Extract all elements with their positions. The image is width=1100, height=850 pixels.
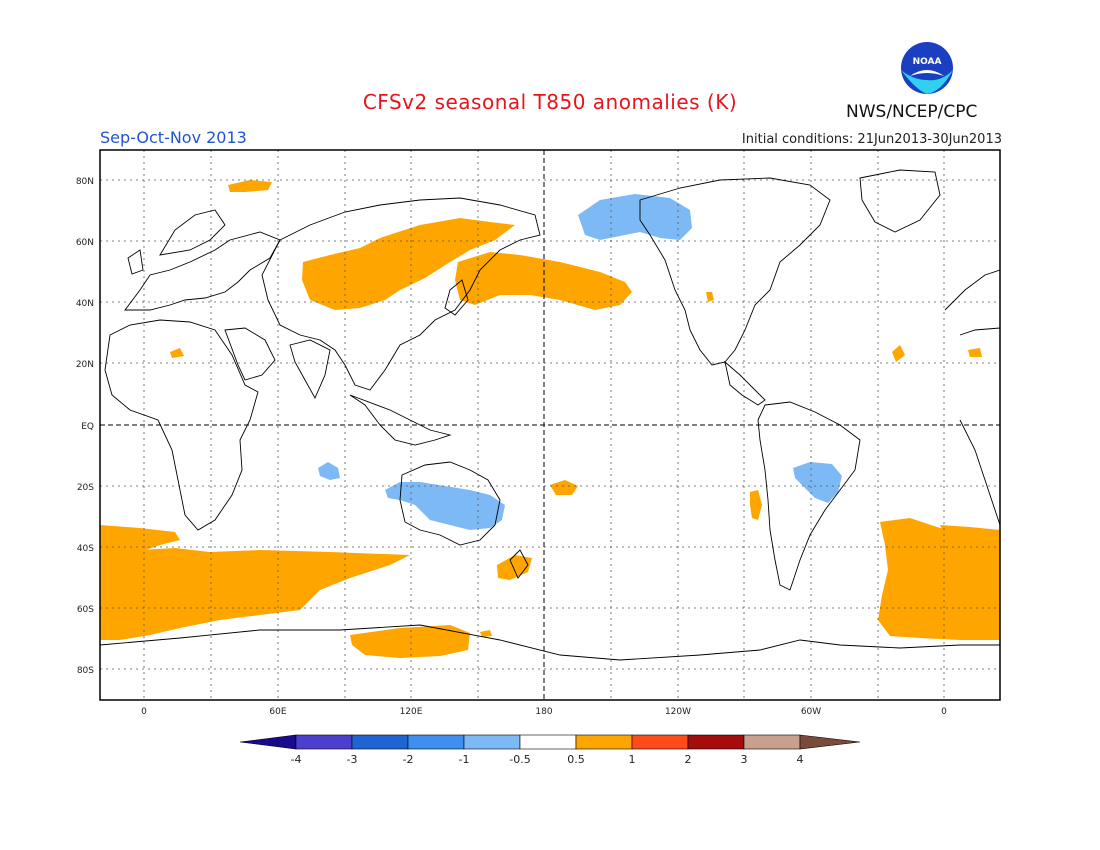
- positive-anomaly-patch-b: [892, 345, 905, 362]
- lon-label: 60W: [801, 707, 821, 717]
- map-frame: [99, 149, 1001, 701]
- negative-anomaly-indian-ocean: [318, 462, 340, 480]
- coast-africa-right: [959, 327, 1000, 336]
- coast-india: [289, 339, 331, 400]
- coast-antarctica: [100, 624, 1000, 661]
- coast-se-asia: [349, 394, 452, 446]
- coast-new-zealand: [509, 549, 529, 579]
- positive-anomaly-southern-ocean-west: [100, 548, 410, 640]
- agency-label: NWS/NCEP/CPC: [846, 102, 978, 122]
- gridlines: [100, 150, 1000, 700]
- lat-label: 80N: [76, 177, 94, 187]
- lat-label: 80S: [77, 666, 94, 676]
- positive-anomaly-tasman: [497, 555, 532, 580]
- reference-lines: [100, 150, 1000, 700]
- coast-scandinavia: [159, 209, 226, 256]
- colorbar-swatch: [687, 734, 745, 750]
- coast-europe-right: [944, 269, 1000, 311]
- colorbar-swatch: [631, 734, 689, 750]
- lat-label: 40S: [77, 544, 94, 554]
- season-label: Sep-Oct-Nov 2013: [100, 128, 247, 147]
- coast-africa-right-south: [959, 419, 1000, 526]
- colorbar-arrow-low: [239, 734, 297, 750]
- colorbar-label: -4: [291, 753, 302, 766]
- lon-label: 120W: [665, 707, 691, 717]
- colorbar-label: 2: [685, 753, 692, 766]
- coast-greenland: [859, 169, 941, 233]
- coast-australia: [399, 461, 501, 546]
- lat-label: 20N: [76, 360, 94, 370]
- negative-anomaly-australia: [385, 482, 505, 530]
- negative-anomaly-bering: [578, 194, 692, 240]
- positive-anomaly-patch-d: [750, 490, 762, 520]
- coast-south-america: [757, 401, 861, 591]
- colorbar-label: 4: [797, 753, 804, 766]
- initial-conditions: Initial conditions: 21Jun2013-30Jun2013: [741, 132, 1002, 147]
- colorbar-label: 1: [629, 753, 636, 766]
- colorbar-swatch: [463, 734, 521, 750]
- lat-label: 40N: [76, 299, 94, 309]
- lon-label: 120E: [400, 707, 423, 717]
- positive-anomaly-patch-e: [706, 292, 714, 302]
- longitude-labels: 0 60E 120E 180 120W 60W 0: [141, 707, 947, 717]
- lon-label: 0: [141, 707, 147, 717]
- lon-label: 180: [535, 707, 552, 717]
- colorbar-swatch: [575, 734, 633, 750]
- latitude-labels: 80N 60N 40N 20N EQ 20S 40S 60S 80S: [76, 177, 94, 676]
- coastlines: [100, 169, 1000, 661]
- lat-label: EQ: [81, 422, 94, 432]
- coast-africa: [104, 319, 259, 531]
- coast-arabia: [224, 327, 276, 381]
- colorbar-arrow-high: [799, 734, 861, 750]
- colorbar-label: -1: [459, 753, 470, 766]
- lat-label: 60N: [76, 238, 94, 248]
- colorbar-swatch: [351, 734, 409, 750]
- positive-anomaly-antarctic-coast: [350, 625, 470, 658]
- colorbar-label: -0.5: [509, 753, 530, 766]
- colorbar-swatch: [519, 734, 577, 750]
- positive-anomaly-atlantic-east: [940, 525, 1000, 570]
- positive-anomaly-patch-c: [968, 348, 982, 357]
- negative-anomaly-south-america: [793, 462, 842, 503]
- colorbar-label: 3: [741, 753, 748, 766]
- lon-label: 0: [941, 707, 947, 717]
- colorbar-label: 0.5: [567, 753, 585, 766]
- coast-british-isles: [127, 249, 144, 275]
- positive-anomaly-patch-f: [480, 630, 492, 637]
- map-title: CFSv2 seasonal T850 anomalies (K): [362, 90, 738, 114]
- coast-north-america: [639, 177, 831, 366]
- lat-label: 20S: [77, 483, 94, 493]
- colorbar-label: -3: [347, 753, 358, 766]
- noaa-logo: NOAA: [896, 40, 958, 100]
- colorbar-swatch: [407, 734, 465, 750]
- coast-central-america: [724, 360, 766, 406]
- coast-japan: [444, 279, 469, 316]
- positive-anomaly-patch-a: [170, 348, 184, 358]
- positive-anomaly-south-pacific: [550, 480, 578, 495]
- positive-anomaly-regions: [100, 180, 1000, 658]
- lon-label: 60E: [269, 707, 286, 717]
- lat-label: 60S: [77, 605, 94, 615]
- colorbar-label: -2: [403, 753, 414, 766]
- colorbar: [239, 734, 861, 750]
- coast-asia: [261, 197, 541, 391]
- colorbar-swatch: [743, 734, 801, 750]
- negative-anomaly-regions: [318, 194, 842, 530]
- colorbar-labels: -4 -3 -2 -1 -0.5 0.5 1 2 3 4: [291, 753, 804, 766]
- noaa-logo-text: NOAA: [913, 57, 942, 67]
- positive-anomaly-arctic-siberia: [228, 180, 272, 192]
- colorbar-swatch: [295, 734, 353, 750]
